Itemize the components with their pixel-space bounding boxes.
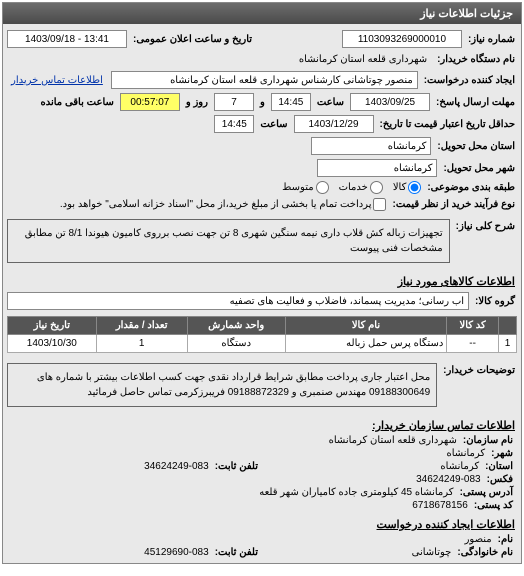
payment-note: پرداخت تمام یا بخشی از مبلغ خرید،از محل …	[60, 199, 372, 210]
c-family-label: نام خانوادگی:	[457, 547, 513, 558]
subject-class-label: طبقه بندی موضوعی:	[425, 182, 517, 193]
province-label: استان محل تحویل:	[435, 141, 517, 152]
c-fax-label: فکس:	[487, 474, 513, 485]
payment-checkbox[interactable]	[373, 198, 386, 211]
c-postal-label: آدرس پستی:	[460, 487, 513, 498]
c-zip: 6718678156	[412, 500, 468, 511]
deadline-label: مهلت ارسال پاسخ:	[434, 97, 517, 108]
cell-code: --	[447, 335, 499, 353]
radio-khadamat-label: خدمات	[339, 182, 368, 193]
radio-kala-input[interactable]	[408, 181, 421, 194]
buyer-contact-link[interactable]: اطلاعات تماس خریدار	[7, 73, 107, 88]
deadline-time: 14:45	[271, 93, 311, 111]
cell-qty: 1	[96, 335, 187, 353]
c-name-label: نام:	[498, 534, 513, 545]
org-name-label: نام سازمان:	[463, 435, 513, 446]
c-zip-label: کد پستی:	[474, 500, 513, 511]
c-city-label: شهر:	[491, 448, 513, 459]
radio-both-label: متوسط	[282, 182, 313, 193]
city-value: کرمانشاه	[317, 159, 437, 177]
c-phone2: 45129690-083	[144, 547, 209, 558]
c-phone2-label: تلفن ثابت:	[215, 547, 258, 558]
remain-label: ساعت باقی مانده	[38, 97, 115, 108]
city-label: شهر محل تحویل:	[441, 163, 517, 174]
req-no-label: شماره نیاز:	[466, 34, 517, 45]
datetime-label: تاریخ و ساعت اعلان عمومی:	[131, 34, 254, 45]
goods-group-label: گروه کالا:	[473, 296, 517, 307]
col-row	[499, 317, 517, 335]
c-phone: 34624249-083	[144, 461, 209, 472]
time-label-2: ساعت	[258, 119, 289, 130]
cell-name: دستگاه پرس حمل زباله	[285, 335, 447, 353]
province-value: کرمانشاه	[311, 137, 431, 155]
days-value: 7	[214, 93, 254, 111]
c-city: کرمانشاه	[446, 448, 485, 459]
cell-unit: دستگاه	[187, 335, 285, 353]
table-row[interactable]: 1 -- دستگاه پرس حمل زباله دستگاه 1 1403/…	[8, 335, 517, 353]
radio-kala[interactable]: کالا	[393, 181, 422, 194]
creator-label: ایجاد کننده درخواست:	[422, 75, 517, 86]
process-type-label: نوع فرآیند خرید از نظر قیمت:	[390, 199, 517, 210]
validity-label: حداقل تاریخ اعتبار قیمت تا تاریخ:	[378, 119, 517, 130]
col-qty: تعداد / مقدار	[96, 317, 187, 335]
radio-khadamat-input[interactable]	[370, 181, 383, 194]
validity-date: 1403/12/29	[294, 115, 374, 133]
validity-time: 14:45	[214, 115, 254, 133]
col-unit: واحد شمارش	[187, 317, 285, 335]
radio-kala-label: کالا	[393, 182, 407, 193]
goods-group-input[interactable]	[7, 292, 469, 310]
cell-n: 1	[499, 335, 517, 353]
radio-both-input[interactable]	[316, 181, 329, 194]
req-no-value: 1103093269000010	[342, 30, 462, 48]
goods-table: کد کالا نام کالا واحد شمارش تعداد / مقدا…	[7, 316, 517, 353]
countdown: 00:57:07	[120, 93, 180, 111]
contacts-title-1: اطلاعات تماس سازمان خریدار:	[9, 419, 515, 432]
main-desc-label: شرح کلی نیاز:	[454, 215, 517, 232]
radio-khadamat[interactable]: خدمات	[339, 181, 383, 194]
c-fax: 34624249-083	[416, 474, 481, 485]
buyer-org-label: نام دستگاه خریدار:	[435, 54, 517, 65]
datetime-value: 13:41 - 1403/09/18	[7, 30, 127, 48]
explain-label: توضیحات خریدار:	[441, 359, 517, 376]
c-prov: کرمانشاه	[440, 461, 479, 472]
org-name: شهرداری قلعه استان کرمانشاه	[329, 435, 457, 446]
and-label: و	[258, 97, 267, 108]
c-family: چوتاشانی	[412, 547, 452, 558]
days-label: روز و	[184, 97, 210, 108]
explain-text: محل اعتبار جاری پرداخت مطابق شرایط قرارد…	[7, 363, 437, 407]
main-desc-text: تجهیزات زباله کش قلاب داری نیمه سنگین شه…	[7, 219, 450, 263]
col-date: تاریخ نیاز	[8, 317, 97, 335]
radio-both[interactable]: متوسط	[282, 181, 328, 194]
c-name: منصور	[465, 534, 492, 545]
form-area: شماره نیاز: 1103093269000010 تاریخ و ساع…	[3, 24, 521, 563]
time-label-1: ساعت	[315, 97, 346, 108]
c-postal: کرمانشاه 45 کیلومتری جاده کامیاران شهر ق…	[259, 487, 453, 498]
goods-table-title: اطلاعات کالاهای مورد نیاز	[9, 275, 515, 288]
payment-check[interactable]: پرداخت تمام یا بخشی از مبلغ خرید،از محل …	[60, 198, 387, 211]
col-name: نام کالا	[285, 317, 447, 335]
contacts-title-2: اطلاعات ایجاد کننده درخواست	[9, 518, 515, 531]
subject-radio-group: کالا خدمات متوسط	[282, 181, 421, 194]
main-panel: جزئیات اطلاعات نیاز شماره نیاز: 11030932…	[2, 2, 522, 564]
panel-title: جزئیات اطلاعات نیاز	[3, 3, 521, 24]
deadline-date: 1403/09/25	[350, 93, 430, 111]
buyer-org-value: شهرداری قلعه استان کرمانشاه	[295, 52, 431, 67]
creator-input[interactable]	[111, 71, 418, 89]
c-prov-label: استان:	[485, 461, 513, 472]
c-phone-label: تلفن ثابت:	[215, 461, 258, 472]
cell-date: 1403/10/30	[8, 335, 97, 353]
col-code: کد کالا	[447, 317, 499, 335]
